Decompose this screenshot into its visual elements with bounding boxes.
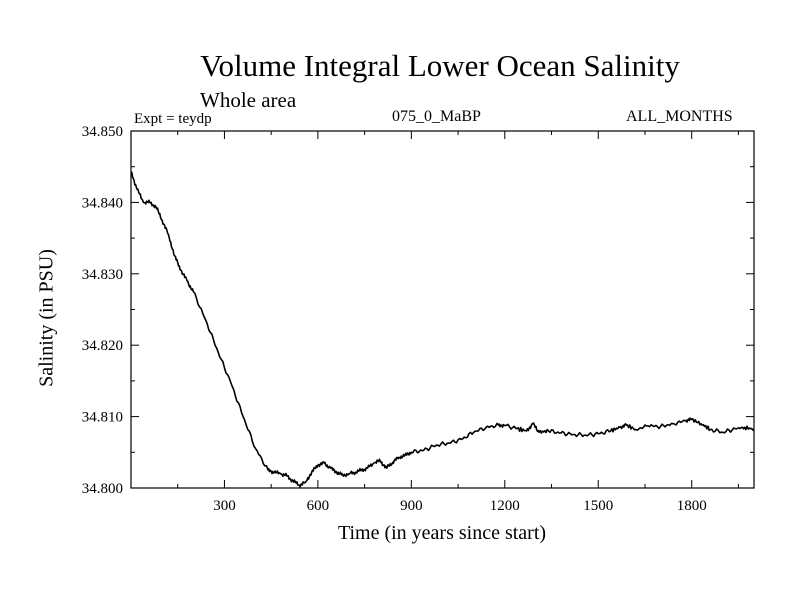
x-axis-label: Time (in years since start)	[337, 522, 547, 544]
x-tick-label: 1500	[583, 498, 613, 514]
tick-marks	[131, 130, 754, 489]
x-tick-label: 1200	[490, 498, 520, 514]
period-label: ALL_MONTHS	[626, 108, 733, 125]
y-axis-label: Salinity (in PSU)	[35, 249, 58, 387]
x-tick-label: 600	[307, 498, 330, 514]
y-tick-label: 34.820	[82, 338, 123, 354]
x-tick-label: 900	[400, 498, 423, 514]
y-tick-label: 34.840	[82, 195, 123, 211]
x-tick-label: 1800	[677, 498, 707, 514]
experiment-label: Expt = teydp	[134, 111, 212, 127]
tick-labels: 300 600 900 1200 1500 1800 34.800 34.810 34.820 3…	[82, 124, 707, 514]
x-tick-label: 300	[213, 498, 236, 514]
y-tick-label: 34.800	[82, 481, 123, 497]
run-label: 075_0_MaBP	[392, 108, 481, 125]
salinity-series-line	[130, 171, 755, 488]
y-tick-label: 34.850	[82, 124, 123, 140]
y-tick-label: 34.830	[82, 267, 123, 283]
y-tick-label: 34.810	[82, 410, 123, 426]
plot-frame	[130, 130, 755, 489]
chart-subtitle: Whole area	[200, 88, 297, 112]
chart-title: Volume Integral Lower Ocean Salinity	[200, 48, 680, 83]
